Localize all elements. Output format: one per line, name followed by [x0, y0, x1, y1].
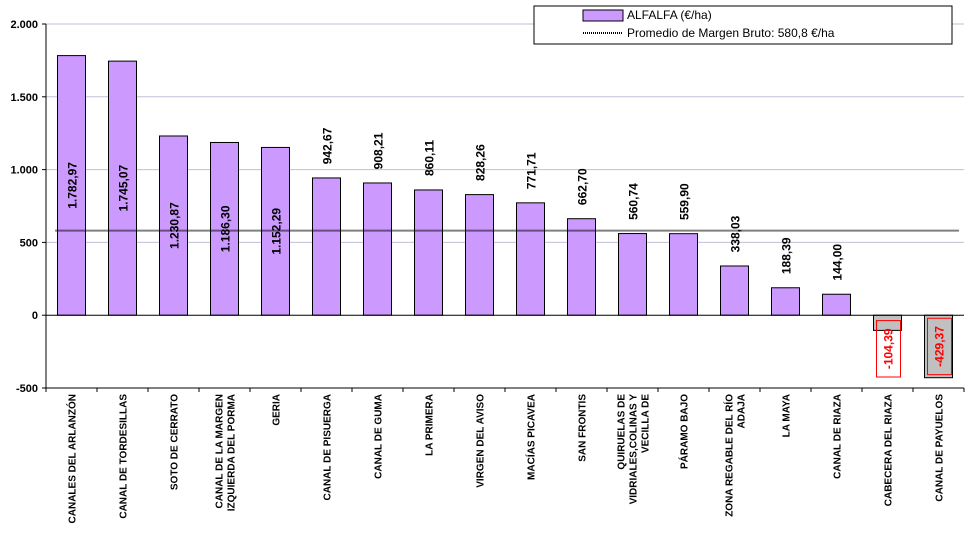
bar — [363, 182, 392, 316]
data-label: 560,74 — [627, 183, 641, 220]
x-tick-label: CABECERA DEL RIAZA — [884, 394, 895, 506]
data-label: 338,03 — [729, 215, 743, 252]
x-tick-label: CANAL DE RIAZA — [833, 394, 844, 479]
x-tick-label-line: VIDRIALES,COLINAS Y — [629, 394, 640, 505]
x-tick-label-line: MACÍAS PICAVEA — [525, 394, 538, 480]
x-tick-label-line: IZQUIERDA DEL PORMA — [227, 394, 238, 511]
x-tick-label: SOTO DE CERRATO — [170, 394, 181, 490]
bar — [669, 233, 698, 316]
bar — [159, 135, 188, 316]
data-label: 828,26 — [474, 144, 488, 181]
bar — [465, 194, 494, 316]
bar — [618, 233, 647, 316]
x-tick-label: PÁRAMO BAJO — [678, 394, 691, 469]
x-tick-label-line: CANAL DE TORDESILLAS — [119, 394, 130, 519]
y-tick-label: 2.000 — [10, 19, 38, 31]
legend-label-series: ALFALFA (€/ha) — [627, 8, 712, 22]
x-tick-label-line: ADAJA — [737, 394, 748, 428]
x-tick-label-line: CANALES DEL ARLANZÓN — [66, 394, 79, 523]
x-tick-label: LA PRIMERA — [425, 394, 436, 456]
bar — [873, 314, 902, 331]
x-tick-label: LA MAYA — [782, 394, 793, 437]
x-tick-label: GERIA — [272, 394, 283, 426]
x-tick-label-line: LA PRIMERA — [425, 394, 436, 456]
legend-label-average: Promedio de Margen Bruto: 580,8 €/ha — [627, 26, 835, 40]
bar — [210, 141, 239, 316]
x-tick-label-line: CANAL DE PISUERGA — [323, 394, 334, 501]
legend: ALFALFA (€/ha) Promedio de Margen Bruto:… — [533, 5, 953, 45]
bar — [516, 202, 545, 316]
data-label: -429,37 — [933, 326, 947, 367]
data-label: 908,21 — [372, 132, 386, 169]
x-tick-label-line: CABECERA DEL RIAZA — [884, 394, 895, 506]
x-tick-label: MACÍAS PICAVEA — [525, 394, 538, 480]
data-label: 1.230,87 — [168, 202, 182, 249]
bar — [312, 177, 341, 316]
data-label: 860,11 — [423, 140, 437, 176]
data-label: -104,39 — [882, 328, 896, 369]
data-label: 1.782,97 — [66, 162, 80, 209]
x-axis: CANALES DEL ARLANZÓN CANAL DE TORDESILLAS… — [45, 314, 965, 523]
x-tick-label: CANAL DE LA MARGENIZQUIERDA DEL PORMA — [215, 394, 238, 511]
y-tick-label: 0 — [32, 310, 38, 322]
data-label: 1.186,30 — [219, 205, 233, 252]
x-tick-label: CANAL DE PISUERGA — [323, 394, 334, 501]
x-tick-label: CANAL DE PAYUELOS — [935, 394, 946, 502]
x-tick-label-line: QUIRUELAS DE — [617, 394, 628, 470]
data-label-border — [927, 317, 952, 376]
data-label: 144,00 — [831, 244, 845, 281]
y-tick-label: 1.500 — [10, 92, 38, 104]
x-tick-label-line: CANAL DE RIAZA — [833, 394, 844, 479]
x-tick-label: VIRGEN DEL AVISO — [476, 394, 487, 488]
bar — [720, 265, 749, 316]
x-tick-label-line: VECILLA DE — [641, 394, 652, 453]
data-label: 1.152,29 — [270, 208, 284, 255]
legend-swatch-bar — [582, 9, 624, 22]
y-tick-label: 1.000 — [10, 165, 38, 177]
data-label: 559,90 — [678, 183, 692, 220]
bar — [108, 60, 137, 316]
x-tick-label-line: LA MAYA — [782, 394, 793, 437]
bar — [771, 287, 800, 316]
x-tick-label-line: ZONA REGABLE DEL RÍO — [723, 394, 736, 517]
y-tick-label: -500 — [16, 383, 38, 395]
x-tick-label-line: SOTO DE CERRATO — [170, 394, 181, 490]
data-label: 1.745,07 — [117, 164, 131, 211]
bar — [822, 293, 851, 316]
x-tick-label: CANAL DE TORDESILLAS — [119, 394, 130, 519]
y-tick-label: 500 — [20, 237, 38, 249]
data-label: 188,39 — [780, 237, 794, 274]
y-axis: 2.000 1.500 1.000 500 0 -500 — [10, 19, 47, 395]
x-tick-label: SAN FRONTIS — [578, 394, 589, 462]
x-tick-label: CANAL DE GUMA — [374, 394, 385, 479]
data-label: 942,67 — [321, 127, 335, 164]
x-tick-label-line: CANAL DE PAYUELOS — [935, 394, 946, 502]
x-tick-label: ZONA REGABLE DEL RÍOADAJA — [723, 394, 748, 517]
x-tick-label-line: CANAL DE LA MARGEN — [215, 394, 226, 508]
bar — [567, 218, 596, 316]
data-label-border — [876, 320, 901, 378]
x-tick-label-line: PÁRAMO BAJO — [678, 394, 691, 469]
x-tick-label-line: GERIA — [272, 394, 283, 426]
bar — [57, 55, 86, 316]
data-label: 771,71 — [525, 152, 539, 189]
data-label: 662,70 — [576, 168, 590, 205]
x-tick-label-line: VIRGEN DEL AVISO — [476, 394, 487, 488]
x-tick-label: QUIRUELAS DEVIDRIALES,COLINAS YVECILLA D… — [617, 394, 652, 505]
bars — [57, 55, 953, 379]
x-tick-label-line: CANAL DE GUMA — [374, 394, 385, 479]
x-tick-label-line: SAN FRONTIS — [578, 394, 589, 462]
bar — [414, 189, 443, 316]
data-labels: 1.782,97 1.745,07 1.230,87 1.186,30 1.152,29… — [66, 127, 952, 378]
x-tick-label: CANALES DEL ARLANZÓN — [66, 394, 79, 523]
